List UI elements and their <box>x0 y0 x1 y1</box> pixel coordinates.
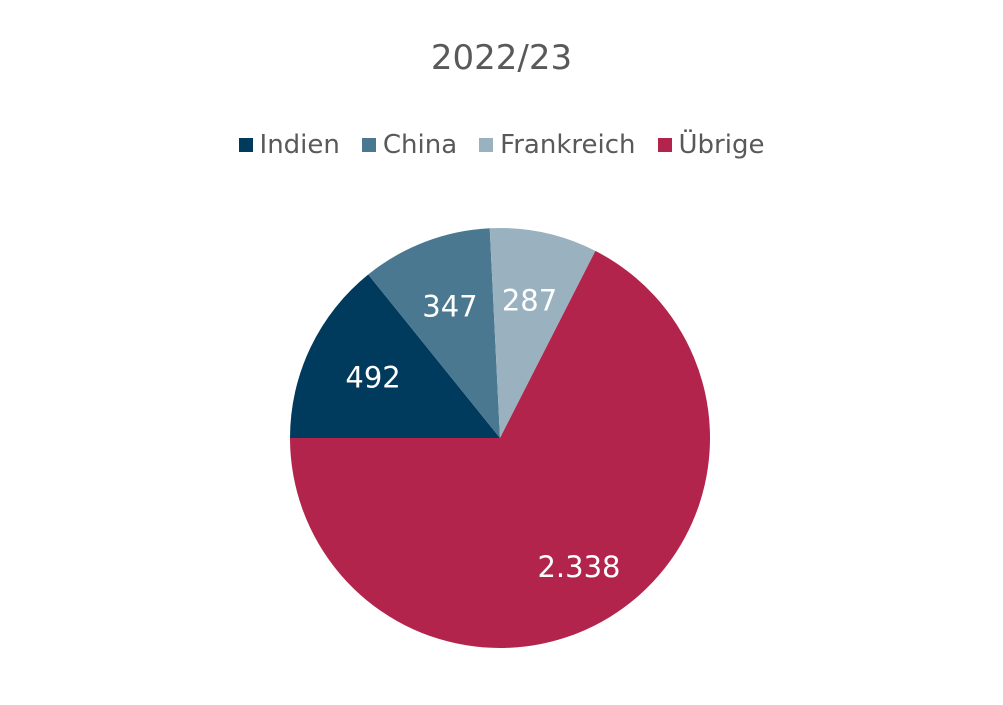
legend-swatch <box>361 138 376 152</box>
pie-slice-übrige <box>290 250 710 649</box>
legend-swatch <box>657 138 672 152</box>
pie-slice-frankreich <box>489 228 596 438</box>
legend-item-china: China <box>361 130 458 160</box>
slice-label-indien: 492 <box>345 360 400 394</box>
slice-label-frankreich: 287 <box>502 283 557 317</box>
chart-legend: Indien China Frankreich Übrige <box>0 130 1003 160</box>
chart-title: 2022/23 <box>430 38 573 78</box>
legend-swatch <box>479 138 494 152</box>
legend-item-indien: Indien <box>238 130 340 160</box>
legend-item-übrige: Übrige <box>657 130 765 160</box>
pie-slice-china <box>368 228 500 438</box>
slice-label-china: 347 <box>422 290 477 324</box>
legend-label: Indien <box>259 130 340 160</box>
pie-slices <box>290 228 710 649</box>
legend-item-frankreich: Frankreich <box>479 130 636 160</box>
pie-labels: 492 347 287 2.338 <box>345 283 620 584</box>
legend-label: Frankreich <box>500 130 636 160</box>
legend-swatch <box>238 138 253 152</box>
legend-label: China <box>382 130 458 160</box>
legend-label: Übrige <box>678 130 765 160</box>
pie-slice-indien <box>290 274 500 438</box>
slice-label-übrige: 2.338 <box>537 550 620 584</box>
